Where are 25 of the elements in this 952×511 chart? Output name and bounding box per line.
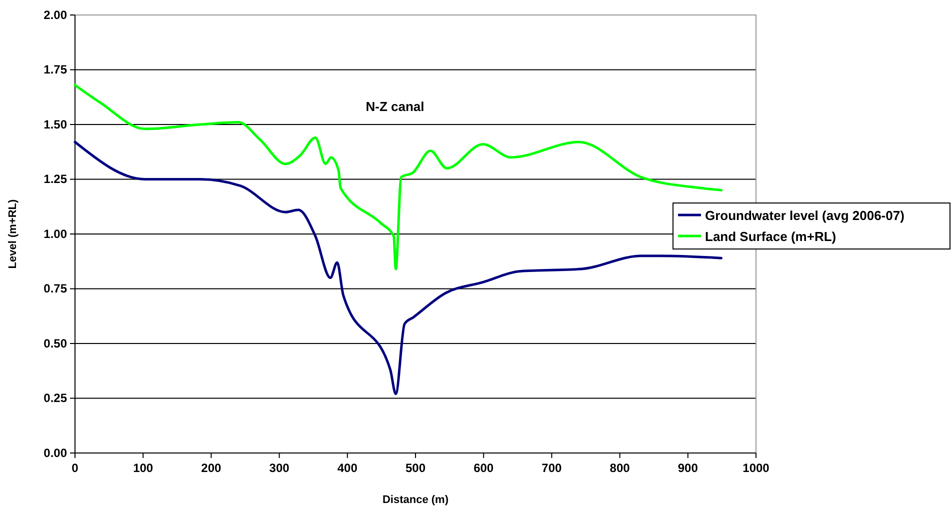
annotation: N-Z canal — [366, 99, 424, 114]
x-axis-title: Distance (m) — [382, 494, 449, 506]
x-tick-label: 800 — [610, 460, 630, 475]
y-tick-label: 1.50 — [44, 117, 68, 132]
x-tick-label: 700 — [542, 460, 562, 475]
x-tick-label: 300 — [269, 460, 290, 475]
y-tick-label: 1.75 — [44, 62, 68, 77]
legend-label: Groundwater level (avg 2006-07) — [705, 208, 904, 223]
x-tick-label: 200 — [201, 460, 222, 475]
x-tick-label: 500 — [405, 460, 426, 475]
y-tick-label: 0.75 — [44, 282, 68, 296]
y-tick-label: 0.50 — [44, 336, 68, 350]
y-axis-title: Level (m+RL) — [7, 198, 19, 269]
x-tick-label: 100 — [133, 460, 154, 475]
x-tick-label: 900 — [678, 460, 698, 475]
y-tick-label: 1.25 — [44, 172, 68, 186]
x-tick-label: 400 — [337, 460, 358, 475]
x-tick-label: 600 — [474, 460, 494, 475]
x-tick-label: 0 — [72, 460, 79, 475]
y-tick-label: 1.00 — [44, 226, 68, 241]
y-tick-label: 0.25 — [44, 391, 68, 406]
x-tick-label: 1000 — [742, 460, 770, 475]
y-tick-label: 2.00 — [44, 8, 68, 22]
y-tick-label: 0.00 — [44, 446, 68, 460]
legend-label: Land Surface (m+RL) — [705, 229, 836, 244]
